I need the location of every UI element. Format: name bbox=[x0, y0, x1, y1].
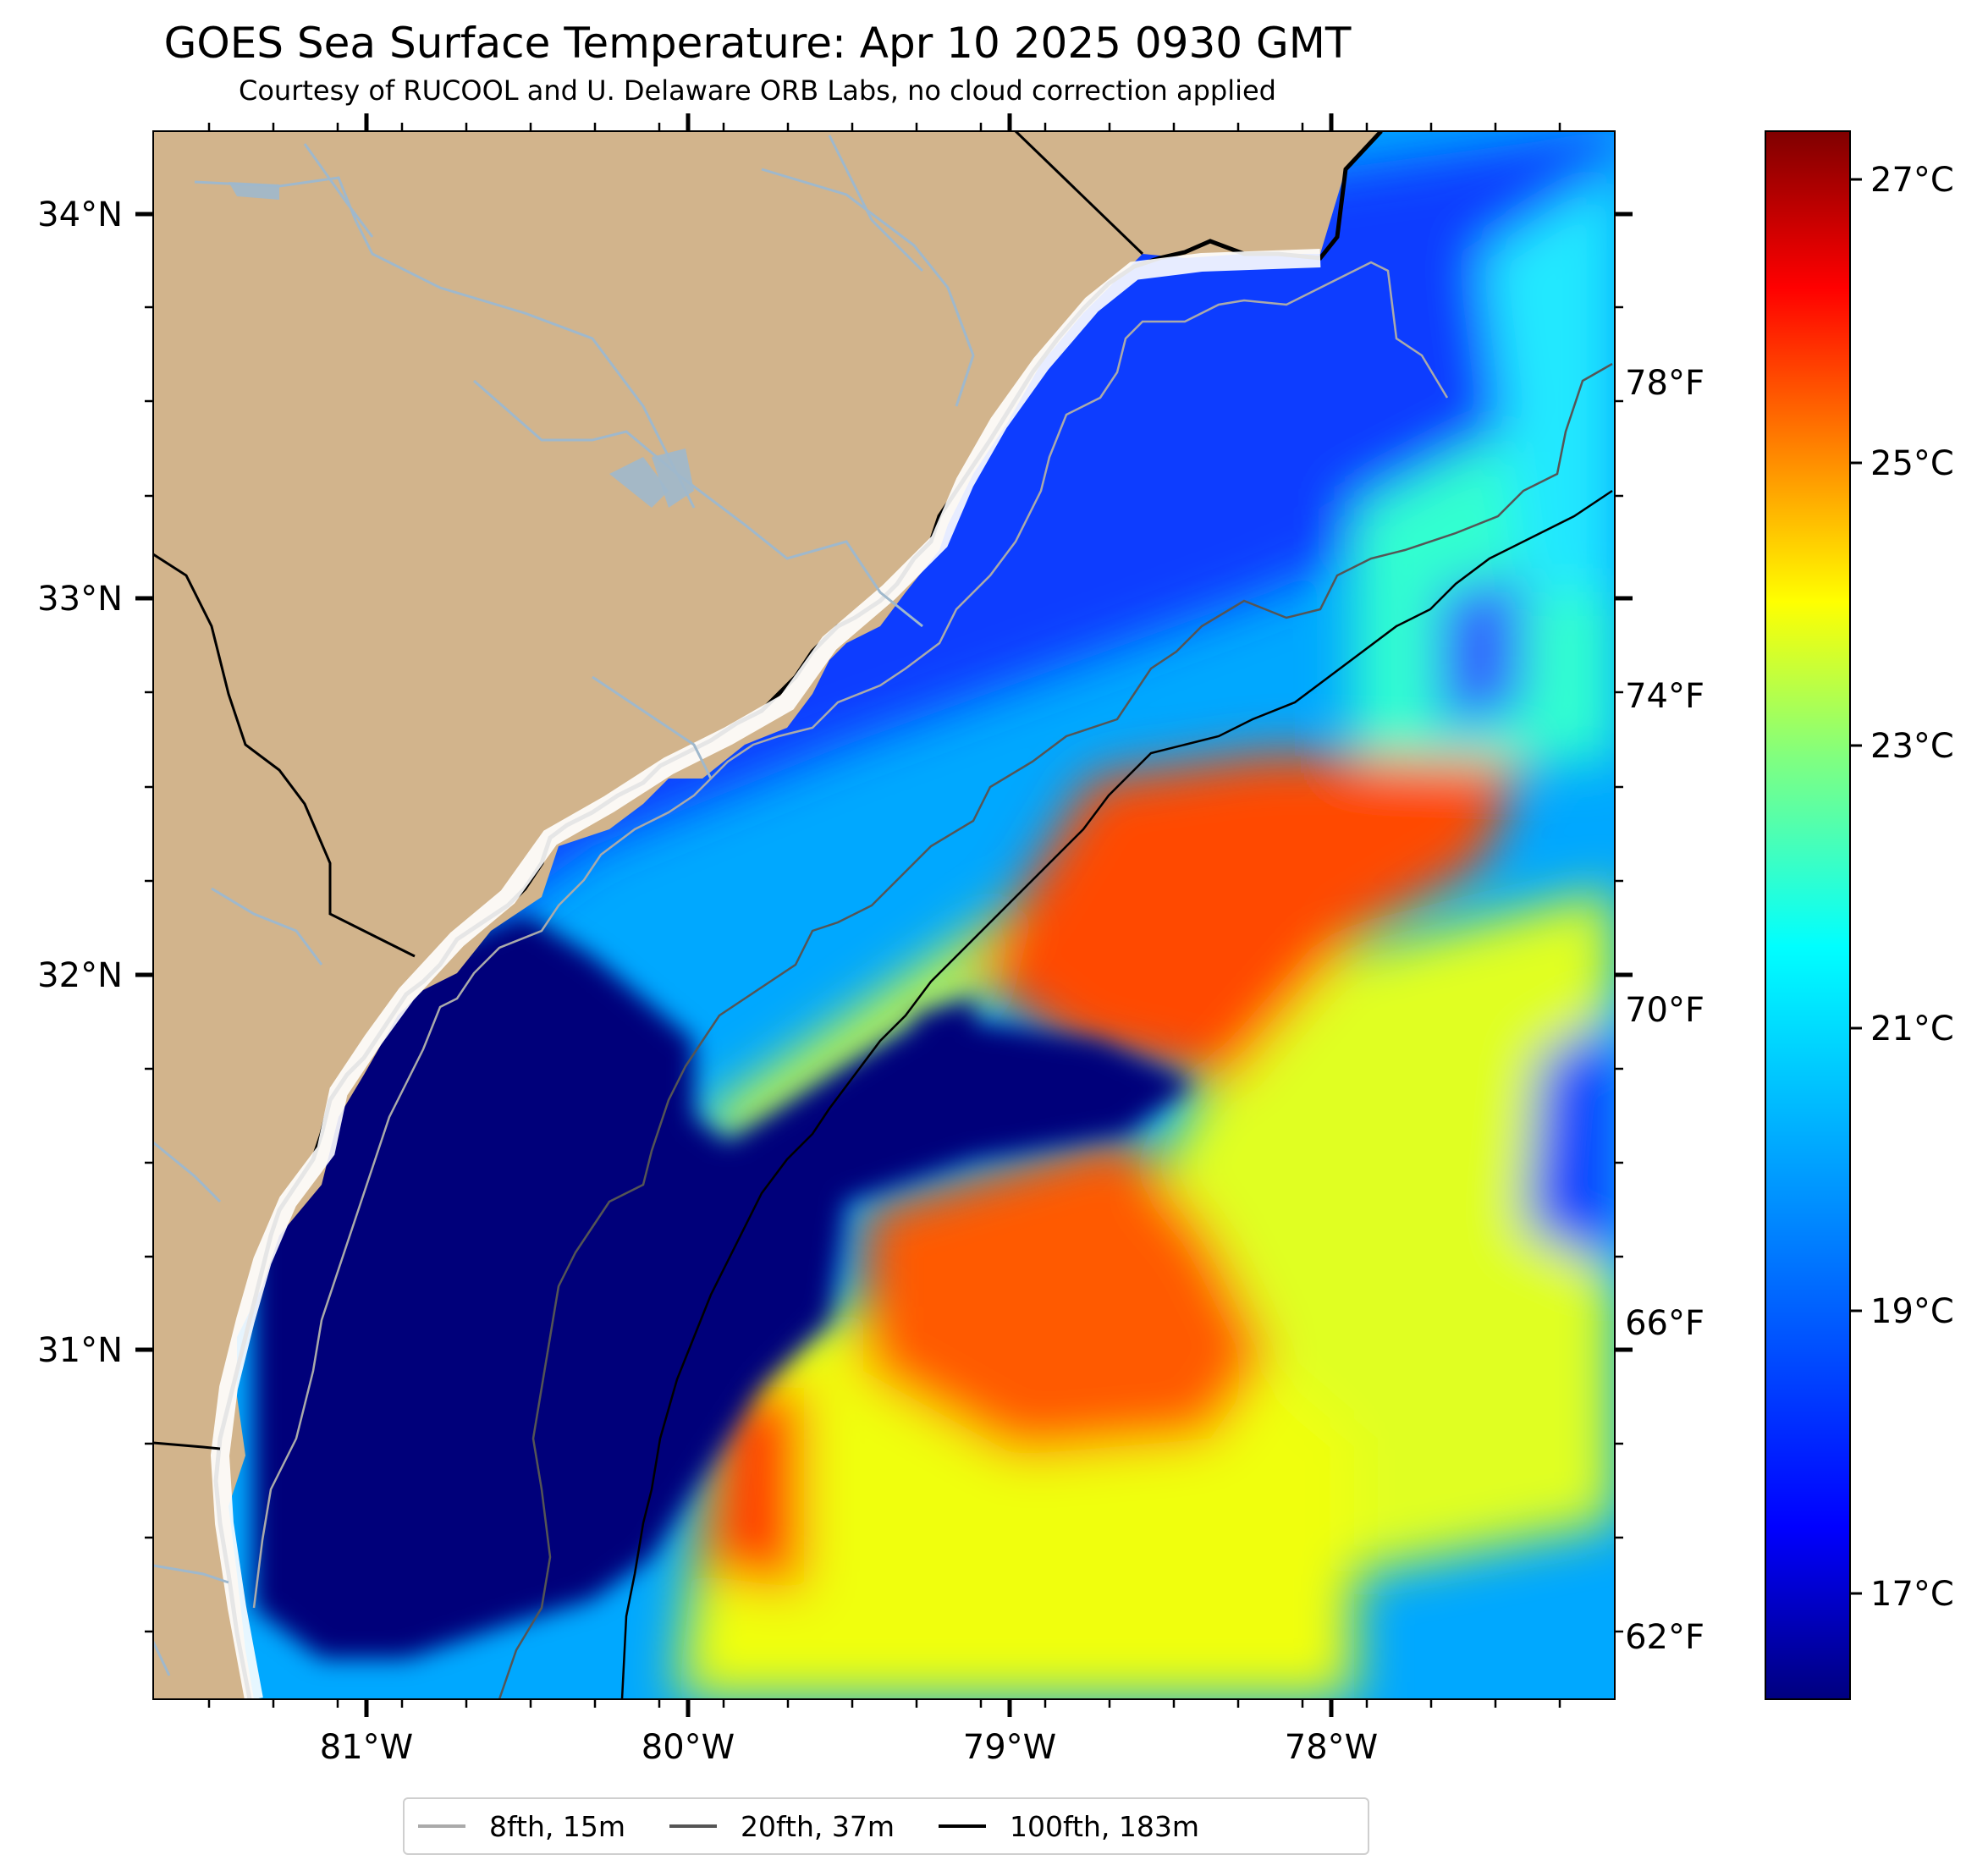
degc-label-23: 23°C bbox=[1870, 727, 1954, 766]
legend-label-100fth: 100fth, 183m bbox=[1010, 1809, 1200, 1843]
colorbar-ticks bbox=[1850, 178, 1862, 1595]
legend-label-20fth: 20fth, 37m bbox=[741, 1809, 895, 1843]
degf-label-78: 78°F bbox=[1625, 364, 1704, 403]
lat-label-31n: 31°N bbox=[37, 1331, 123, 1370]
lat-label-32n: 32°N bbox=[37, 956, 123, 995]
legend-item-100fth: 100fth, 183m bbox=[939, 1810, 1199, 1843]
degf-label-66: 66°F bbox=[1625, 1304, 1704, 1343]
map-subtitle: Courtesy of RUCOOL and U. Delaware ORB L… bbox=[239, 74, 1276, 107]
legend-swatch-20fth bbox=[669, 1824, 718, 1828]
legend-swatch-100fth bbox=[939, 1824, 987, 1828]
legend-item-8fth: 8fth, 15m bbox=[418, 1810, 625, 1843]
lon-label-78w: 78°W bbox=[1285, 1728, 1378, 1767]
lon-label-80w: 80°W bbox=[642, 1728, 735, 1767]
degc-label-21: 21°C bbox=[1870, 1010, 1954, 1048]
lat-label-34n: 34°N bbox=[37, 195, 123, 234]
legend-label-8fth: 8fth, 15m bbox=[489, 1809, 626, 1843]
lon-label-79w: 79°W bbox=[963, 1728, 1056, 1767]
map-title: GOES Sea Surface Temperature: Apr 10 202… bbox=[163, 19, 1352, 68]
map-frame bbox=[152, 130, 1616, 1700]
land bbox=[153, 131, 1381, 1699]
lat-label-33n: 33°N bbox=[37, 580, 123, 619]
degc-label-27: 27°C bbox=[1870, 161, 1954, 200]
degf-label-62: 62°F bbox=[1625, 1618, 1704, 1657]
rivers bbox=[153, 135, 975, 1676]
lat-ticks bbox=[135, 212, 1633, 1352]
legend-swatch-8fth bbox=[418, 1824, 465, 1828]
bathymetry-contours bbox=[252, 261, 1613, 1699]
lon-label-81w: 81°W bbox=[320, 1728, 413, 1767]
state-boundaries bbox=[153, 131, 1144, 1450]
lon-ticks bbox=[364, 113, 1334, 1717]
degf-label-74: 74°F bbox=[1625, 677, 1704, 716]
contour-legend: 8fth, 15m 20fth, 37m 100fth, 183m bbox=[403, 1797, 1369, 1855]
colorbar bbox=[1765, 130, 1851, 1700]
degc-label-17: 17°C bbox=[1870, 1575, 1954, 1614]
minor-ticks bbox=[145, 123, 1623, 1708]
degc-label-25: 25°C bbox=[1870, 444, 1954, 483]
degc-label-19: 19°C bbox=[1870, 1292, 1954, 1331]
legend-item-20fth: 20fth, 37m bbox=[669, 1810, 895, 1843]
degf-label-70: 70°F bbox=[1625, 991, 1704, 1030]
